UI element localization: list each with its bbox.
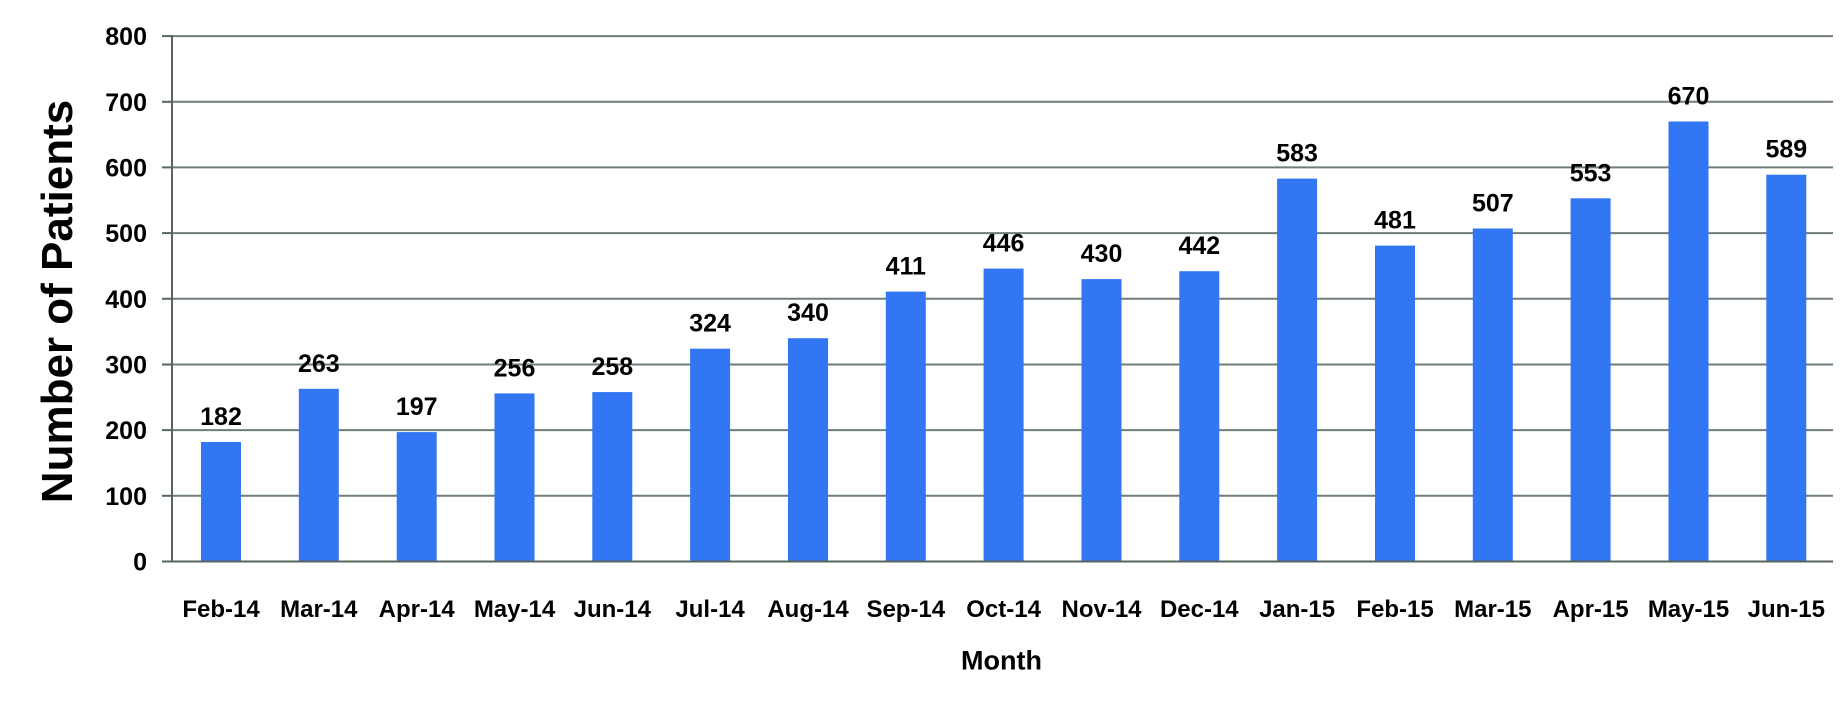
svg-text:Mar-15: Mar-15	[1454, 596, 1531, 623]
svg-text:300: 300	[105, 352, 147, 380]
svg-text:442: 442	[1178, 232, 1220, 260]
svg-text:Sep-14: Sep-14	[866, 596, 945, 623]
svg-text:Dec-14: Dec-14	[1160, 596, 1239, 623]
svg-text:Feb-15: Feb-15	[1356, 596, 1433, 623]
svg-text:197: 197	[396, 393, 438, 421]
svg-text:200: 200	[105, 417, 147, 445]
svg-text:Mar-14: Mar-14	[280, 596, 358, 623]
svg-text:Aug-14: Aug-14	[767, 596, 849, 623]
svg-text:263: 263	[298, 350, 340, 378]
svg-text:481: 481	[1374, 207, 1416, 235]
svg-text:0: 0	[133, 549, 147, 577]
svg-text:700: 700	[105, 89, 147, 117]
svg-text:Number of Patients: Number of Patients	[33, 100, 82, 503]
svg-text:Apr-14: Apr-14	[379, 596, 456, 623]
svg-text:589: 589	[1765, 136, 1807, 164]
svg-text:553: 553	[1570, 159, 1612, 187]
svg-text:258: 258	[591, 353, 633, 381]
svg-text:May-14: May-14	[474, 596, 556, 623]
svg-text:400: 400	[105, 286, 147, 314]
svg-text:Jul-14: Jul-14	[675, 596, 745, 623]
svg-text:182: 182	[200, 403, 242, 431]
svg-text:600: 600	[105, 154, 147, 182]
svg-text:583: 583	[1276, 140, 1318, 168]
svg-text:411: 411	[886, 253, 926, 281]
svg-text:Feb-14: Feb-14	[182, 596, 260, 623]
svg-text:Nov-14: Nov-14	[1061, 596, 1142, 623]
svg-text:Month: Month	[961, 645, 1042, 675]
svg-text:Jan-15: Jan-15	[1259, 596, 1335, 623]
svg-text:507: 507	[1472, 190, 1514, 218]
svg-text:446: 446	[983, 230, 1025, 258]
svg-text:430: 430	[1081, 240, 1123, 268]
svg-text:800: 800	[105, 23, 147, 51]
svg-text:100: 100	[105, 483, 147, 511]
svg-text:Apr-15: Apr-15	[1553, 596, 1629, 623]
svg-text:256: 256	[494, 354, 536, 382]
svg-text:Jun-15: Jun-15	[1748, 596, 1825, 623]
svg-text:Oct-14: Oct-14	[966, 596, 1041, 623]
svg-text:500: 500	[105, 220, 147, 248]
svg-text:340: 340	[787, 299, 829, 327]
svg-text:Jun-14: Jun-14	[574, 596, 652, 623]
svg-text:324: 324	[689, 310, 731, 338]
svg-text:670: 670	[1668, 83, 1710, 111]
svg-text:May-15: May-15	[1648, 596, 1729, 623]
